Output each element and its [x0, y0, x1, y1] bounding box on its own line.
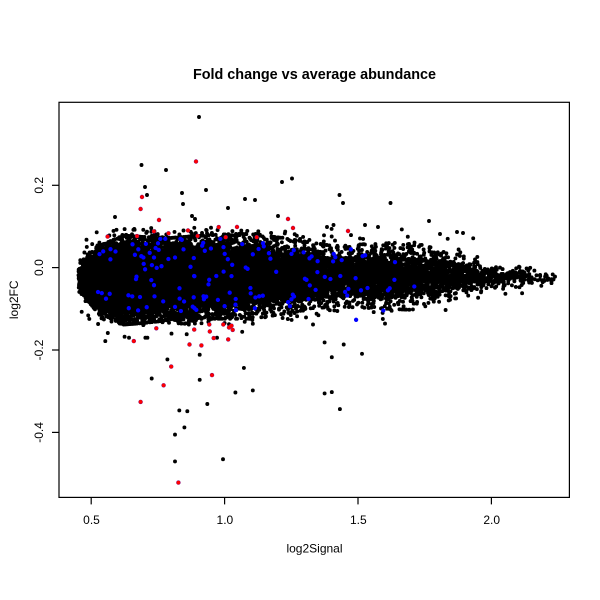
svg-text:1.5: 1.5 — [350, 513, 367, 527]
svg-text:2.0: 2.0 — [483, 513, 500, 527]
svg-text:Fold change vs average abundan: Fold change vs average abundance — [193, 67, 436, 83]
svg-text:0.0: 0.0 — [32, 259, 46, 276]
svg-text:-0.4: -0.4 — [32, 422, 46, 443]
svg-text:log2FC: log2FC — [7, 280, 21, 319]
svg-text:1.0: 1.0 — [217, 513, 234, 527]
svg-text:0.2: 0.2 — [32, 177, 46, 194]
svg-text:0.5: 0.5 — [83, 513, 100, 527]
svg-text:log2Signal: log2Signal — [286, 542, 342, 556]
svg-text:-0.2: -0.2 — [32, 339, 46, 360]
